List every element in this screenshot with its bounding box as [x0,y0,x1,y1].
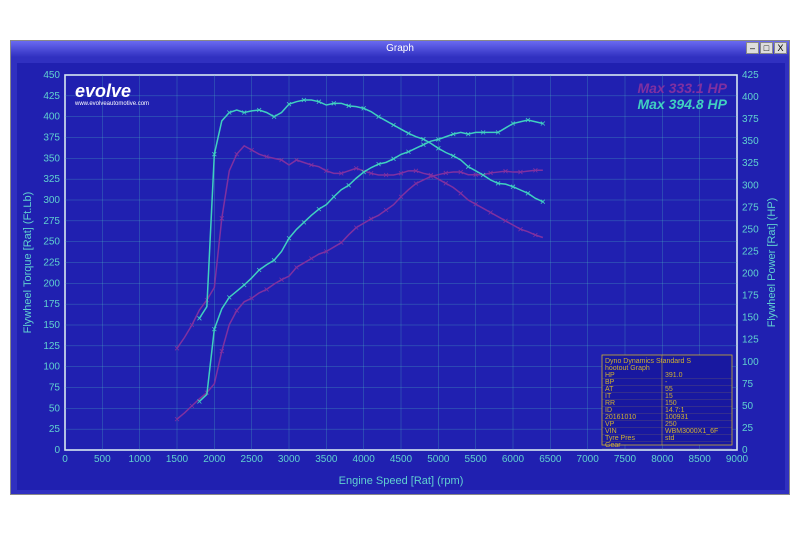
svg-text:425: 425 [43,91,60,102]
svg-text:50: 50 [742,401,754,412]
svg-text:Flywheel Torque [Rat] (Ft.Lb): Flywheel Torque [Rat] (Ft.Lb) [22,192,34,334]
svg-text:hootout Graph: hootout Graph [605,365,650,372]
svg-text:4000: 4000 [353,454,376,465]
svg-text:450: 450 [43,70,60,81]
svg-text:125: 125 [43,341,60,352]
svg-text:250: 250 [742,224,759,235]
svg-text:225: 225 [43,258,60,269]
svg-text:5500: 5500 [465,454,488,465]
svg-text:Flywheel Power [Rat] (HP): Flywheel Power [Rat] (HP) [766,198,778,328]
svg-text:Gear: Gear [605,442,621,449]
svg-text:ID: ID [605,407,612,414]
svg-text:225: 225 [742,246,759,257]
svg-text:100931: 100931 [665,414,688,421]
svg-text:55: 55 [665,386,673,393]
svg-text:150: 150 [665,400,677,407]
svg-text:VIN: VIN [605,428,617,435]
svg-text:www.evolveautomotive.com: www.evolveautomotive.com [74,101,149,107]
svg-text:0: 0 [742,445,748,456]
svg-text:375: 375 [742,114,759,125]
svg-text:150: 150 [742,313,759,324]
svg-text:1500: 1500 [166,454,189,465]
svg-text:400: 400 [43,112,60,123]
svg-text:375: 375 [43,133,60,144]
svg-text:425: 425 [742,70,759,81]
close-button[interactable]: X [774,42,787,54]
svg-text:0: 0 [62,454,68,465]
svg-text:std: std [665,435,674,442]
window-buttons: – □ X [746,42,787,54]
svg-text:Max 333.1 HP: Max 333.1 HP [638,80,728,96]
minimize-button[interactable]: – [746,42,759,54]
svg-text:400: 400 [742,92,759,103]
svg-text:200: 200 [43,278,60,289]
svg-text:50: 50 [49,403,61,414]
svg-text:200: 200 [742,269,759,280]
svg-text:8000: 8000 [651,454,674,465]
svg-text:2500: 2500 [241,454,264,465]
svg-text:350: 350 [742,136,759,147]
svg-text:8500: 8500 [689,454,712,465]
svg-text:VP: VP [605,421,615,428]
svg-text:20161010: 20161010 [605,414,636,421]
svg-text:HP: HP [605,372,615,379]
svg-text:BP: BP [605,379,615,386]
svg-text:3500: 3500 [315,454,338,465]
svg-text:150: 150 [43,320,60,331]
svg-text:Max 394.8 HP: Max 394.8 HP [638,96,728,112]
svg-text:WBM3000X1_6F: WBM3000X1_6F [665,428,718,435]
svg-text:15: 15 [665,393,673,400]
svg-text:350: 350 [43,153,60,164]
svg-text:7000: 7000 [577,454,600,465]
svg-text:25: 25 [742,423,754,434]
svg-text:Dyno Dynamics Standard S: Dyno Dynamics Standard S [605,358,691,365]
svg-text:6500: 6500 [539,454,562,465]
svg-text:14.7:1: 14.7:1 [665,407,685,414]
svg-text:325: 325 [43,174,60,185]
svg-text:391.0: 391.0 [665,372,683,379]
svg-text:175: 175 [742,291,759,302]
svg-text:evolve: evolve [75,81,131,101]
graph-window: Graph – □ X 0500100015002000250030003500… [10,40,790,495]
svg-text:Tyre Pres: Tyre Pres [605,435,635,442]
svg-text:325: 325 [742,158,759,169]
title-bar: Graph – □ X [11,41,789,57]
svg-text:IT: IT [605,393,612,400]
maximize-button[interactable]: □ [760,42,773,54]
svg-text:1000: 1000 [129,454,152,465]
svg-text:100: 100 [43,362,60,373]
dyno-chart: 0500100015002000250030003500400045005000… [17,63,785,490]
svg-text:7500: 7500 [614,454,637,465]
svg-text:500: 500 [94,454,111,465]
svg-text:175: 175 [43,299,60,310]
svg-text:100: 100 [742,357,759,368]
svg-text:125: 125 [742,335,759,346]
svg-text:6000: 6000 [502,454,525,465]
svg-text:250: 250 [665,421,677,428]
chart-area: 0500100015002000250030003500400045005000… [17,63,783,488]
svg-text:75: 75 [49,383,61,394]
svg-text:25: 25 [49,424,61,435]
svg-text:5000: 5000 [427,454,450,465]
svg-text:Engine Speed [Rat] (rpm): Engine Speed [Rat] (rpm) [339,475,464,487]
svg-text:75: 75 [742,379,754,390]
svg-text:0: 0 [54,445,60,456]
svg-text:4500: 4500 [390,454,413,465]
svg-text:275: 275 [742,202,759,213]
svg-text:300: 300 [43,195,60,206]
svg-text:RR: RR [605,400,615,407]
svg-text:2000: 2000 [203,454,226,465]
svg-text:300: 300 [742,180,759,191]
svg-text:275: 275 [43,216,60,227]
window-title: Graph [386,43,414,54]
svg-text:AT: AT [605,386,614,393]
svg-text:3000: 3000 [278,454,301,465]
svg-text:250: 250 [43,237,60,248]
